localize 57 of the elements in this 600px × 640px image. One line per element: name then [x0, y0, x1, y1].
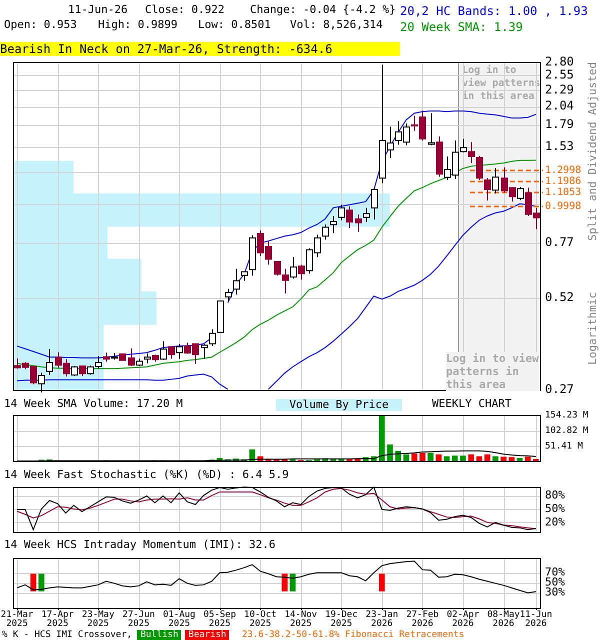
text: Close: 0.922 [145, 3, 224, 16]
y-tick-label: 0.77 [545, 235, 574, 250]
legend-title: % K - HCS IMI Crossover, [2, 630, 134, 640]
x-tick-label: 19-Dec 2025 [325, 610, 358, 629]
annotation: Log in to view patterns in this area [446, 352, 540, 391]
text: Volume By Price [276, 398, 402, 411]
x-tick-label: 23-May 2025 [82, 610, 115, 629]
y-tick-label: 20% [545, 515, 566, 528]
x-tick-label: 11-Jun 2026 [520, 610, 552, 629]
text: Logarithmic [586, 292, 599, 365]
x-tick-label: 23-Jan 2026 [366, 610, 398, 629]
text: Change: -0.04 {-4.2 %} [250, 3, 396, 16]
y-tick-label: 51.41 M [545, 442, 584, 452]
y-tick-label: 102.82 M [545, 426, 589, 436]
y-tick-label: 70% [545, 566, 566, 579]
x-tick-label: 01-Aug 2025 [162, 610, 196, 629]
text: High: 0.9899 [98, 18, 178, 31]
y-tick-label: 1.79 [545, 116, 574, 131]
ref-line-label: 1.1986 [545, 176, 582, 188]
x-tick-label: 21-Mar 2025 [0, 610, 34, 629]
text: Open: 0.953 [4, 18, 77, 31]
ref-line-label: 1.1053 [545, 187, 582, 198]
x-tick-label: 27-Jun 2025 [122, 610, 155, 629]
text: Vol: 8,526,314 [290, 18, 383, 31]
chart-title: 14 Week SMA Volume: 17.20 M [4, 397, 183, 410]
x-tick-label: 27-Feb 2026 [406, 610, 439, 629]
y-tick-label: 2.04 [545, 98, 574, 113]
y-tick-label: 80% [545, 488, 566, 502]
chart-title: Bearish In Neck on 27-Mar-26, Strength: -634.6 [0, 42, 400, 56]
chart-title: 14 Week Fast Stochastic (%K) (%D) : 6.4 5.9 [4, 468, 289, 481]
x-tick-label: 05-Sep 2025 [203, 610, 236, 629]
text: WEEKLY CHART [432, 397, 512, 410]
ref-line-label: 0.9998 [545, 201, 582, 212]
y-tick-label: 2.55 [545, 67, 574, 82]
text: Bearish [185, 630, 230, 640]
y-tick-label: 0.52 [545, 290, 574, 304]
text: Bullish [137, 630, 182, 640]
y-tick-label: 2.29 [545, 82, 574, 96]
text: Low: 0.8501 [198, 18, 271, 31]
y-tick-label: 2.80 [545, 54, 574, 68]
text: 20,2 HC Bands: 1.00 , 1.93 [400, 3, 588, 19]
y-tick-label: 154.23 M [545, 410, 589, 421]
x-tick-label: 02-Apr 2026 [446, 610, 480, 629]
text: 11-Jun-26 [68, 3, 128, 16]
ref-line-label: 1.2998 [545, 165, 582, 176]
y-axis-title: Split and Dividend Adjusted [586, 62, 599, 241]
chart-title: 14 Week HCS Intraday Momentum (IMI): 32.6 [4, 538, 276, 551]
y-tick-label: 1.53 [545, 138, 574, 153]
x-tick-label: 10-Oct 2025 [244, 610, 277, 629]
x-tick-label: 17-Apr 2025 [41, 610, 74, 629]
text: 20 Week SMA: 1.39 [400, 19, 524, 35]
x-tick-label: 08-May 2026 [487, 610, 520, 629]
y-tick-label: 0.27 [545, 382, 574, 396]
x-tick-label: 14-Nov 2025 [284, 610, 318, 629]
text: 23.6-38.2-50-61.8% Fibonacci Retracements [242, 630, 464, 640]
y-tick-label: 50% [545, 502, 566, 515]
y-tick-label: 30% [545, 586, 566, 599]
